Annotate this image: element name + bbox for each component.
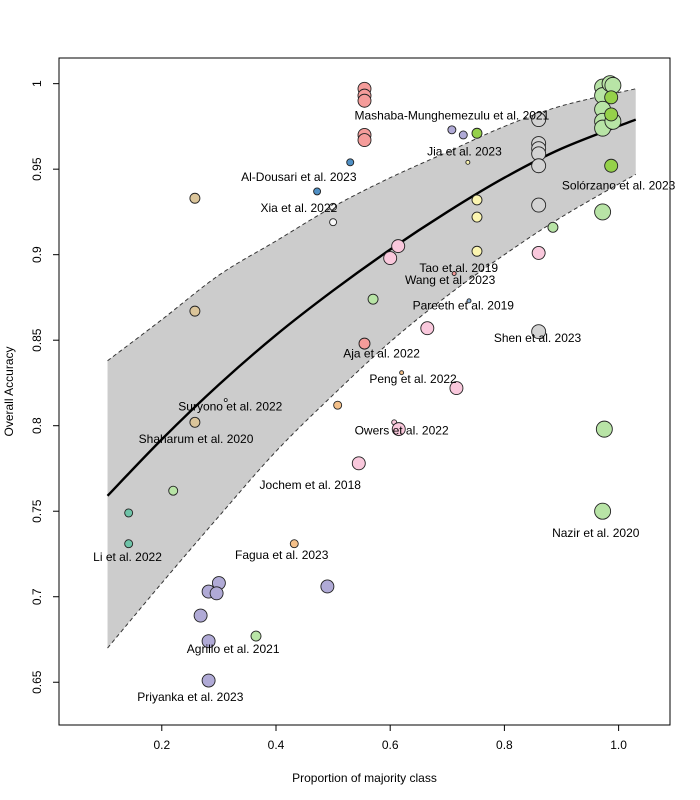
data-point — [168, 485, 179, 496]
data-point — [189, 416, 201, 428]
y-tick-label: 0.8 — [30, 417, 44, 434]
data-point — [471, 127, 483, 139]
data-point — [604, 107, 619, 122]
data-point — [531, 197, 547, 213]
point-annotation: Priyanka et al. 2023 — [137, 690, 243, 704]
data-point — [604, 158, 619, 173]
y-tick-label: 0.75 — [30, 499, 44, 523]
y-tick-label: 0.7 — [30, 588, 44, 605]
points-layer — [124, 75, 622, 688]
point-annotation: Xia et al. 2022 — [260, 201, 337, 215]
data-point — [329, 202, 338, 211]
data-point — [447, 125, 457, 135]
confidence-band — [107, 88, 636, 649]
data-point — [346, 158, 355, 167]
data-point — [383, 251, 398, 266]
point-annotation: Fagua et al. 2023 — [235, 548, 329, 562]
x-axis-title: Proportion of majority class — [292, 771, 437, 785]
confidence-band-layer — [106, 88, 637, 649]
data-point — [367, 293, 379, 305]
data-point — [471, 245, 483, 257]
data-point — [420, 321, 435, 336]
point-annotation: Li et al. 2022 — [93, 550, 162, 564]
data-point — [193, 608, 208, 623]
y-axis-title: Overall Accuracy — [2, 346, 16, 436]
data-point — [391, 239, 406, 254]
data-point — [320, 579, 335, 594]
ci-lower-line — [107, 173, 636, 649]
y-tick-label: 0.65 — [30, 670, 44, 694]
data-point — [531, 324, 547, 340]
data-point — [458, 130, 468, 140]
data-point — [449, 381, 464, 396]
data-point — [209, 586, 224, 601]
data-point — [201, 673, 216, 688]
point-annotation: Peng et al. 2022 — [369, 372, 457, 386]
data-point — [471, 211, 483, 223]
plot-frame — [58, 57, 671, 726]
data-point — [189, 305, 201, 317]
data-point — [471, 194, 483, 206]
data-point — [333, 400, 343, 410]
data-point — [201, 634, 216, 649]
data-point — [547, 221, 559, 233]
x-tick-label: 0.2 — [153, 738, 170, 752]
point-annotation: Mashaba-Munghemezulu et al. 2021 — [354, 109, 549, 123]
data-point — [329, 218, 338, 227]
point-annotation: Pareeth et al. 2019 — [413, 298, 515, 312]
data-point — [289, 539, 299, 549]
point-annotation: Shaharum et al. 2020 — [139, 432, 254, 446]
data-point — [358, 337, 371, 350]
data-point — [124, 508, 134, 518]
point-annotation: Agrillo et al. 2021 — [187, 642, 280, 656]
data-point — [357, 133, 372, 148]
y-tick-label: 0.95 — [30, 157, 44, 181]
data-point — [351, 456, 366, 471]
data-point — [357, 93, 372, 108]
point-annotation: Aja et al. 2022 — [343, 346, 420, 360]
data-point — [531, 158, 547, 174]
data-point — [594, 502, 612, 520]
point-annotation: Solórzano et al. 2023 — [562, 179, 676, 193]
data-point — [124, 539, 134, 549]
data-point — [399, 370, 405, 376]
x-tick-label: 0.8 — [496, 738, 513, 752]
point-annotation: Jia et al. 2023 — [427, 144, 502, 158]
point-annotation: Owers et al. 2022 — [355, 423, 449, 437]
data-point — [595, 420, 613, 438]
y-tick-label: 1 — [30, 80, 44, 87]
data-point — [313, 187, 322, 196]
data-point — [531, 246, 546, 260]
data-point — [451, 271, 457, 276]
axes-layer: 0.2 0.4 0.6 0.8 1.0 0.65 0.7 0.75 0.8 0.85 0.9 0.95… — [30, 80, 627, 752]
ci-upper-line — [107, 88, 636, 362]
point-annotation: Suryono et al. 2022 — [178, 399, 282, 413]
data-point — [466, 298, 472, 304]
point-annotation: Tao et al. 2019 — [419, 261, 498, 275]
data-point — [604, 90, 619, 105]
y-tick-label: 0.9 — [30, 246, 44, 263]
y-tick-label: 0.85 — [30, 328, 44, 352]
data-point — [189, 192, 201, 204]
data-point — [531, 112, 547, 128]
annotations-layer: Mashaba-Munghemezulu et al. 2021 Jia et a… — [93, 109, 675, 704]
data-point — [391, 422, 406, 437]
x-tick-label: 0.4 — [268, 738, 285, 752]
point-annotation: Al-Dousari et al. 2023 — [241, 170, 357, 184]
x-tick-label: 1.0 — [610, 738, 627, 752]
point-annotation: Wang et al. 2023 — [405, 273, 496, 287]
point-annotation: Nazir et al. 2020 — [552, 526, 640, 540]
data-point — [594, 203, 612, 221]
x-tick-label: 0.6 — [382, 738, 399, 752]
data-point — [250, 630, 262, 642]
point-annotation: Shen et al. 2023 — [494, 331, 582, 345]
data-point — [465, 159, 471, 165]
data-point — [223, 398, 228, 403]
point-annotation: Jochem et al. 2018 — [260, 478, 362, 492]
